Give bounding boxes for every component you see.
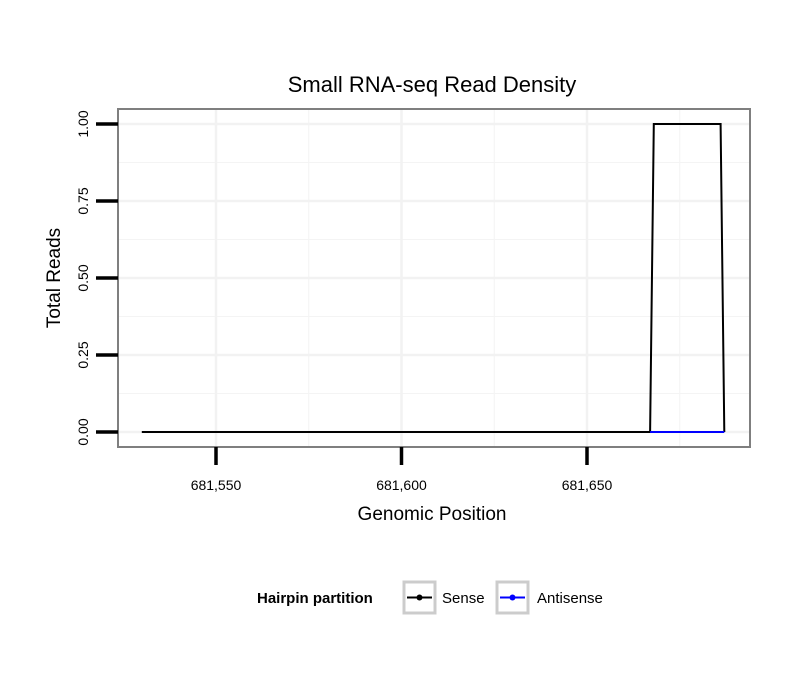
- legend-item-antisense: Antisense: [495, 580, 603, 615]
- series-line-sense: [141, 123, 726, 433]
- legend-title: Hairpin partition: [257, 590, 373, 607]
- y-tick-label-2: 0.50: [75, 264, 91, 291]
- x-axis-title: Genomic Position: [358, 504, 507, 525]
- x-tick-label-1: 681,600: [376, 477, 427, 493]
- x-tick-label-2: 681,650: [562, 477, 613, 493]
- y-tick-label-0: 0.00: [75, 418, 91, 445]
- x-axis: 681,550 681,600 681,650: [191, 447, 613, 493]
- chart-title: Small RNA-seq Read Density: [288, 72, 577, 97]
- series-layer: [141, 123, 726, 433]
- y-tick-label-1: 0.25: [75, 341, 91, 368]
- legend: Hairpin partition Sense Antisense: [257, 580, 603, 615]
- legend-point-sense: [416, 594, 423, 601]
- y-tick-label-4: 1.00: [75, 110, 91, 137]
- legend-point-antisense: [509, 594, 516, 601]
- legend-label-sense: Sense: [442, 590, 485, 607]
- y-tick-label-3: 0.75: [75, 187, 91, 214]
- y-axis: 0.00 0.25 0.50 0.75 1.00: [75, 110, 118, 446]
- legend-item-sense: Sense: [402, 580, 485, 615]
- legend-label-antisense: Antisense: [537, 590, 603, 607]
- x-tick-label-0: 681,550: [191, 477, 242, 493]
- gridlines: [118, 109, 750, 447]
- y-axis-title: Total Reads: [44, 228, 65, 328]
